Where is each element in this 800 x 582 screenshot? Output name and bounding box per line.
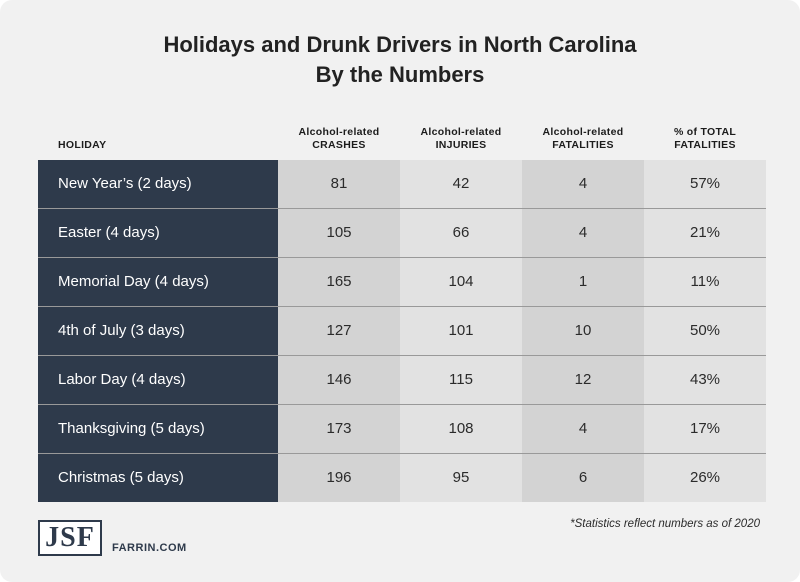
- pct-fatalities-cell: 26%: [644, 454, 766, 502]
- injuries-cell: 104: [400, 258, 522, 306]
- crashes-cell: 105: [278, 209, 400, 257]
- crashes-cell: 81: [278, 160, 400, 208]
- fatalities-cell: 10: [522, 307, 644, 355]
- fatalities-cell: 1: [522, 258, 644, 306]
- column-header-pct-fatalities: % of TOTAL FATALITIES: [644, 126, 766, 152]
- crashes-cell: 165: [278, 258, 400, 306]
- holiday-cell: 4th of July (3 days): [38, 307, 278, 355]
- holiday-cell: Labor Day (4 days): [38, 356, 278, 404]
- column-header-injuries-line2: INJURIES: [435, 139, 487, 151]
- column-header-pct-line1: % of TOTAL: [673, 126, 737, 138]
- column-header-pct-line2: FATALITIES: [674, 139, 736, 151]
- injuries-cell: 115: [400, 356, 522, 404]
- injuries-cell: 101: [400, 307, 522, 355]
- fatalities-cell: 4: [522, 209, 644, 257]
- fatalities-cell: 4: [522, 160, 644, 208]
- fatalities-cell: 4: [522, 405, 644, 453]
- column-header-fatalities-line1: Alcohol-related: [542, 126, 624, 138]
- crashes-cell: 173: [278, 405, 400, 453]
- pct-fatalities-cell: 57%: [644, 160, 766, 208]
- injuries-cell: 95: [400, 454, 522, 502]
- title-line-1: Holidays and Drunk Drivers in North Caro…: [163, 32, 637, 57]
- table-row: Labor Day (4 days) 146 115 12 43%: [38, 356, 766, 405]
- holiday-cell: Christmas (5 days): [38, 454, 278, 502]
- title-line-2: By the Numbers: [315, 62, 485, 87]
- statistics-footnote: *Statistics reflect numbers as of 2020: [570, 518, 760, 530]
- column-header-holiday-label: HOLIDAY: [58, 139, 107, 151]
- holiday-cell: Easter (4 days): [38, 209, 278, 257]
- pct-fatalities-cell: 43%: [644, 356, 766, 404]
- table-row: New Year’s (2 days) 81 42 4 57%: [38, 160, 766, 209]
- jsf-logo: JSF: [38, 520, 102, 556]
- crashes-cell: 127: [278, 307, 400, 355]
- pct-fatalities-cell: 17%: [644, 405, 766, 453]
- column-header-crashes-line2: CRASHES: [312, 139, 366, 151]
- site-url: FARRIN.COM: [112, 542, 187, 554]
- injuries-cell: 66: [400, 209, 522, 257]
- table-row: Memorial Day (4 days) 165 104 1 11%: [38, 258, 766, 307]
- table-row: Easter (4 days) 105 66 4 21%: [38, 209, 766, 258]
- injuries-cell: 108: [400, 405, 522, 453]
- column-header-holiday: HOLIDAY: [58, 139, 106, 152]
- fatalities-cell: 12: [522, 356, 644, 404]
- holiday-cell: Memorial Day (4 days): [38, 258, 278, 306]
- column-header-crashes: Alcohol-related CRASHES: [278, 126, 400, 152]
- holiday-cell: Thanksgiving (5 days): [38, 405, 278, 453]
- chart-title: Holidays and Drunk Drivers in North Caro…: [0, 30, 800, 90]
- column-header-crashes-line1: Alcohol-related: [298, 126, 380, 138]
- table-row: Thanksgiving (5 days) 173 108 4 17%: [38, 405, 766, 454]
- pct-fatalities-cell: 11%: [644, 258, 766, 306]
- column-header-fatalities-line2: FATALITIES: [552, 139, 614, 151]
- column-header-injuries: Alcohol-related INJURIES: [400, 126, 522, 152]
- column-header-fatalities: Alcohol-related FATALITIES: [522, 126, 644, 152]
- column-header-injuries-line1: Alcohol-related: [420, 126, 502, 138]
- holiday-table: New Year’s (2 days) 81 42 4 57% Easter (4 day…: [38, 160, 766, 502]
- crashes-cell: 196: [278, 454, 400, 502]
- table-row: 4th of July (3 days) 127 101 10 50%: [38, 307, 766, 356]
- holiday-cell: New Year’s (2 days): [38, 160, 278, 208]
- pct-fatalities-cell: 50%: [644, 307, 766, 355]
- pct-fatalities-cell: 21%: [644, 209, 766, 257]
- injuries-cell: 42: [400, 160, 522, 208]
- fatalities-cell: 6: [522, 454, 644, 502]
- table-row: Christmas (5 days) 196 95 6 26%: [38, 454, 766, 502]
- crashes-cell: 146: [278, 356, 400, 404]
